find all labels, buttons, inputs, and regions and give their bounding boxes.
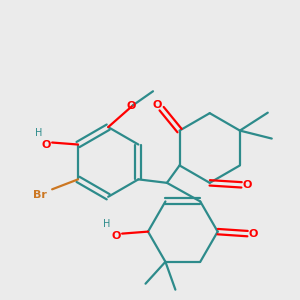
Text: Br: Br — [33, 190, 47, 200]
Text: O: O — [126, 101, 136, 111]
Text: O: O — [41, 140, 51, 149]
Text: H: H — [103, 219, 110, 229]
Text: O: O — [249, 229, 258, 238]
Text: H: H — [34, 128, 42, 138]
Text: O: O — [243, 180, 252, 190]
Text: O: O — [153, 100, 162, 110]
Text: O: O — [112, 231, 121, 241]
